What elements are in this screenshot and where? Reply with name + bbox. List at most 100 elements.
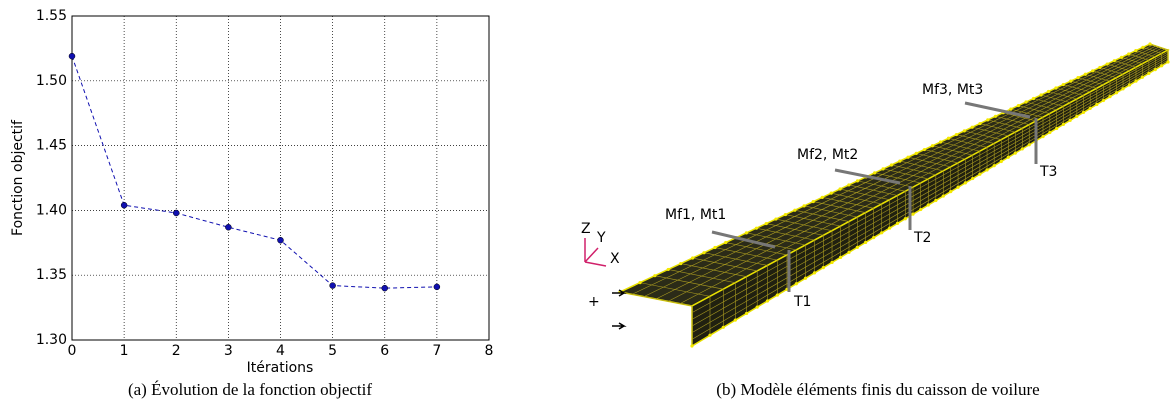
mesh-line — [692, 58, 1168, 333]
node-dot — [881, 167, 884, 170]
node-dot — [1009, 108, 1012, 111]
node-dot — [1048, 131, 1051, 134]
node-dot — [745, 231, 748, 234]
node-dot — [784, 213, 787, 216]
node-dot — [1141, 76, 1144, 79]
triad-axis — [585, 248, 598, 262]
node-dot — [919, 208, 922, 211]
mesh-line — [692, 60, 1168, 339]
origin-mark: + — [588, 294, 600, 310]
node-dot — [915, 152, 918, 155]
node-dot — [734, 319, 737, 322]
node-dot — [821, 196, 824, 199]
node-dot — [955, 133, 958, 136]
node-dot — [713, 246, 716, 249]
y-tick-label: 1.40 — [36, 202, 67, 218]
node-dot — [939, 140, 942, 143]
node-dot — [1000, 160, 1003, 163]
node-dot — [1021, 147, 1024, 150]
point — [225, 224, 231, 230]
node-dot — [1069, 79, 1072, 82]
node-dot — [923, 148, 926, 151]
node-dot — [888, 226, 891, 229]
node-dot — [847, 183, 850, 186]
node-dot — [838, 187, 841, 190]
node-dot — [822, 266, 825, 269]
node-dot — [993, 164, 996, 167]
node-dot — [856, 179, 859, 182]
y-tick-label: 1.45 — [36, 138, 67, 154]
clamp-arrow — [612, 323, 624, 329]
node-dot — [1062, 123, 1065, 126]
node-dot — [774, 217, 777, 220]
node-dot — [1147, 72, 1150, 75]
node-dot — [839, 256, 842, 259]
node-dot — [1106, 62, 1109, 65]
node-dot — [942, 194, 945, 197]
node-dot — [847, 251, 850, 254]
node-dot — [1120, 56, 1123, 59]
node-dot — [1128, 83, 1131, 86]
node-dot — [802, 204, 805, 207]
node-dot — [1017, 104, 1020, 107]
beam-model: + — [588, 42, 1170, 347]
point — [121, 202, 127, 208]
node-dot — [1054, 86, 1057, 89]
node-dot — [830, 192, 833, 195]
node-dot — [813, 271, 816, 274]
line — [72, 56, 437, 288]
x-tick-label: 3 — [224, 343, 233, 359]
node-dot — [890, 163, 893, 166]
node-dot — [927, 203, 930, 206]
node-dot — [949, 190, 952, 193]
node-dot — [1075, 115, 1078, 118]
figure: (a) Évolution de la fonction objectif (b… — [0, 0, 1173, 409]
node-dot — [1095, 103, 1098, 106]
node-dot — [1024, 100, 1027, 103]
node-dot — [964, 181, 967, 184]
node-dot — [1082, 111, 1085, 114]
node-dot — [1091, 69, 1094, 72]
mesh-line — [632, 45, 1153, 294]
node-dot — [756, 305, 759, 308]
x-tick-label: 8 — [485, 343, 494, 359]
node-dot — [724, 241, 727, 244]
point — [382, 285, 388, 291]
x-axis-label: Itérations — [247, 360, 314, 376]
node-dot — [722, 326, 725, 329]
node-dot — [956, 186, 959, 189]
caption: (b) Modèle éléments finis du caisson de … — [716, 380, 1039, 399]
mesh-line — [644, 46, 1156, 297]
x-tick-label: 4 — [276, 343, 285, 359]
node-dot — [1113, 59, 1116, 62]
node-dot — [986, 118, 989, 121]
node-dot — [679, 262, 682, 265]
node-dot — [830, 261, 833, 264]
node-dot — [812, 200, 815, 203]
node-dot — [1089, 107, 1092, 110]
point — [434, 284, 440, 290]
beam-top-face — [620, 44, 1168, 306]
node-dot — [1134, 79, 1137, 82]
node-dot — [1055, 127, 1058, 130]
node-dot — [1076, 76, 1079, 79]
caption: (a) Évolution de la fonction objectif — [128, 380, 372, 399]
node-dot — [904, 217, 907, 220]
node-dot — [691, 256, 694, 259]
axis-name: Y — [596, 230, 606, 246]
node-dot — [708, 334, 711, 337]
x-tick-label: 5 — [328, 343, 337, 359]
x-tick-label: 7 — [432, 343, 441, 359]
triad-axis — [585, 262, 606, 266]
node-dot — [1134, 49, 1137, 52]
y-tick-label: 1.50 — [36, 73, 67, 89]
node-dot — [873, 171, 876, 174]
x-tick-label: 2 — [172, 343, 181, 359]
node-dot — [896, 222, 899, 225]
node-dot — [1098, 66, 1101, 69]
point — [278, 237, 284, 243]
node-dot — [911, 213, 914, 216]
node-dot — [755, 227, 758, 230]
point — [173, 210, 179, 216]
node-dot — [702, 251, 705, 254]
